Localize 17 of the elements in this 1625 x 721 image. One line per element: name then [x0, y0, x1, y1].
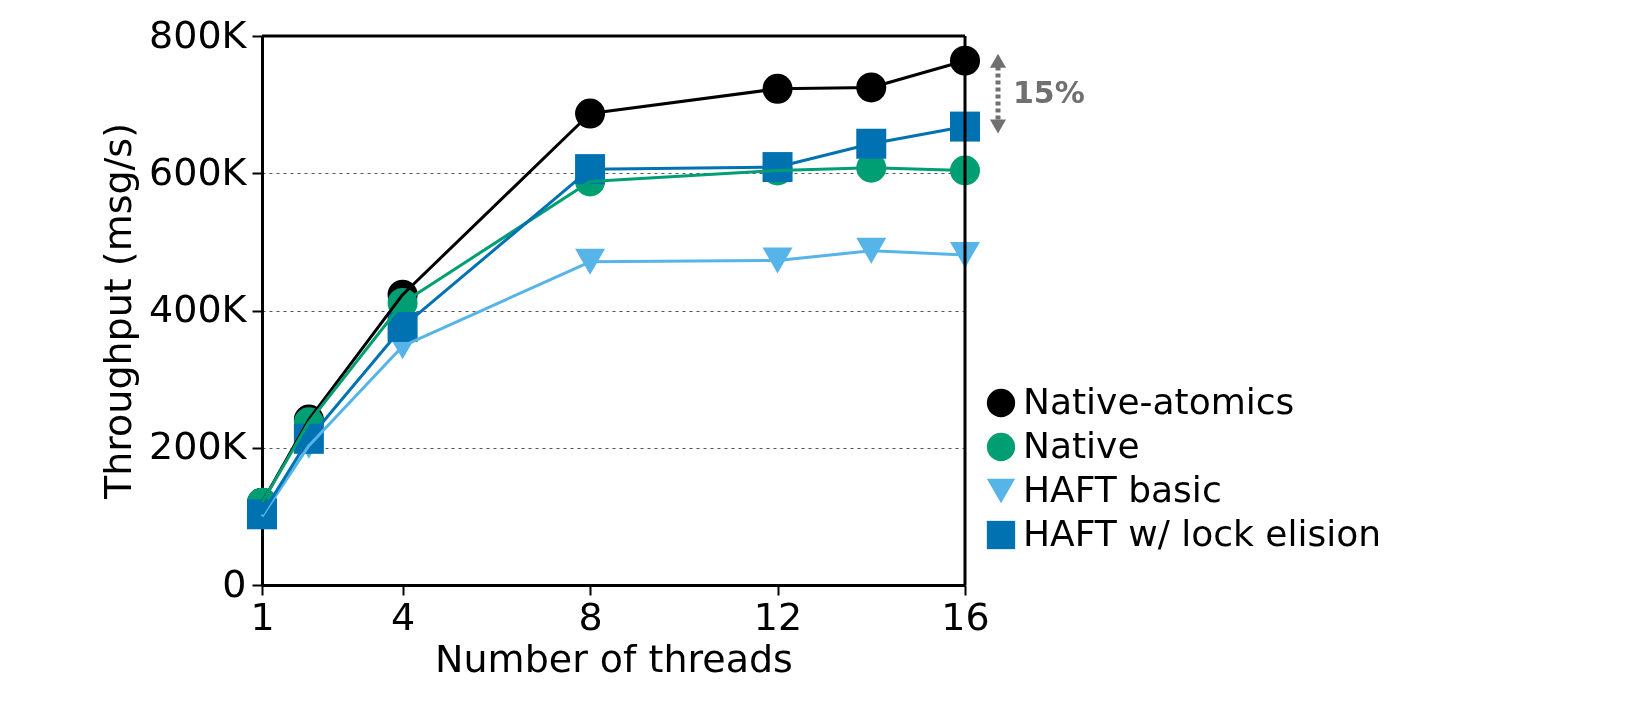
y-tick-label: 200K	[149, 424, 248, 469]
legend-label: HAFT basic	[1023, 469, 1222, 510]
y-axis-title: Throughput (msg/s)	[96, 123, 141, 500]
y-tick-label: 600K	[149, 149, 248, 194]
x-tick-label: 16	[941, 594, 990, 639]
legend-label: Native	[1023, 425, 1140, 466]
x-tick-label: 4	[391, 594, 416, 639]
x-tick-label: 8	[578, 594, 603, 639]
y-tick-label: 400K	[149, 287, 248, 331]
legend-label: Native-atomics	[1023, 381, 1295, 422]
x-tick-label: 1	[250, 594, 275, 639]
x-axis-title: Number of threads	[435, 636, 793, 681]
x-tick-label: 12	[753, 594, 803, 639]
text: 15%	[1013, 74, 1085, 110]
y-tick-label: 0	[222, 561, 247, 606]
legend-label: HAFT w/ lock elision	[1023, 513, 1382, 554]
y-tick-label: 800K	[149, 12, 248, 57]
